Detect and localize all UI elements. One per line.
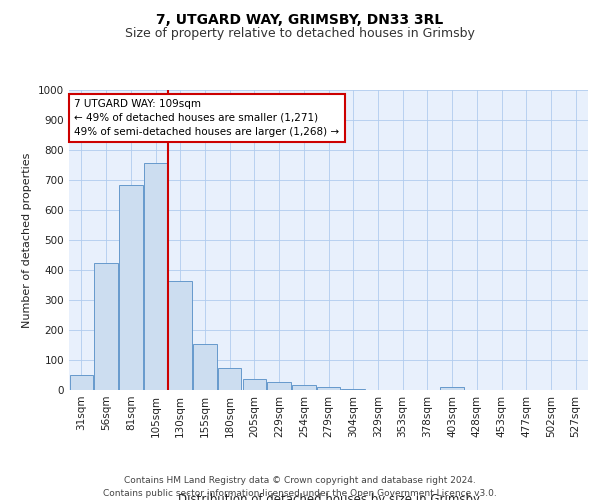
- Bar: [218, 368, 241, 390]
- Bar: [94, 264, 118, 390]
- Text: 7, UTGARD WAY, GRIMSBY, DN33 3RL: 7, UTGARD WAY, GRIMSBY, DN33 3RL: [157, 12, 443, 26]
- Text: Contains HM Land Registry data © Crown copyright and database right 2024.
Contai: Contains HM Land Registry data © Crown c…: [103, 476, 497, 498]
- Bar: [268, 382, 291, 390]
- Bar: [242, 379, 266, 390]
- Bar: [292, 384, 316, 390]
- Text: 7 UTGARD WAY: 109sqm
← 49% of detached houses are smaller (1,271)
49% of semi-de: 7 UTGARD WAY: 109sqm ← 49% of detached h…: [74, 99, 340, 137]
- Bar: [440, 387, 464, 390]
- Bar: [70, 375, 93, 390]
- Bar: [169, 282, 192, 390]
- X-axis label: Distribution of detached houses by size in Grimsby: Distribution of detached houses by size …: [178, 492, 479, 500]
- Text: Size of property relative to detached houses in Grimsby: Size of property relative to detached ho…: [125, 28, 475, 40]
- Bar: [317, 387, 340, 390]
- Bar: [119, 185, 143, 390]
- Bar: [341, 388, 365, 390]
- Bar: [193, 344, 217, 390]
- Y-axis label: Number of detached properties: Number of detached properties: [22, 152, 32, 328]
- Bar: [144, 163, 167, 390]
